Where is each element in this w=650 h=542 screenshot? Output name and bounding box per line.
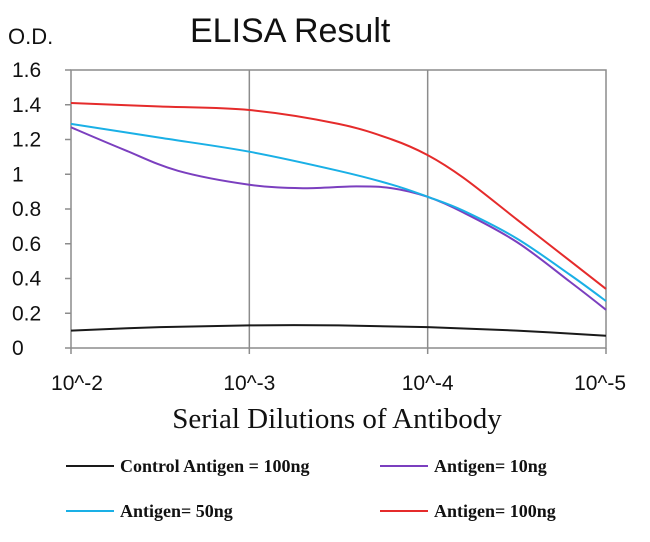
y-tick-label: 1.6 (12, 59, 41, 82)
series-line-antigen-10ng (70, 126, 607, 311)
plot-border (70, 69, 607, 349)
x-tick-label: 10^-2 (51, 372, 103, 395)
legend-label: Antigen= 50ng (120, 501, 233, 521)
series-line-control-antigen-100ng (70, 324, 607, 337)
series-line-antigen-50ng (70, 122, 607, 302)
y-tick-label: 1.4 (12, 94, 42, 117)
y-axis-label: O.D. (8, 24, 53, 49)
y-tick-label: 0.2 (12, 302, 41, 325)
x-axis-label: Serial Dilutions of Antibody (172, 403, 502, 435)
x-tick-labels: 10^-2 10^-3 10^-4 10^-5 (51, 348, 626, 395)
y-tick-labels: 0 0.2 0.4 0.6 0.8 1 1.2 1.4 1.6 (12, 59, 71, 360)
chart-title: ELISA Result (190, 12, 391, 50)
grid-lines (248, 70, 429, 348)
y-tick-label: 1 (12, 163, 24, 186)
legend-label: Antigen= 100ng (434, 501, 556, 521)
plot-area (70, 69, 607, 349)
series-line-antigen-100ng (70, 102, 607, 290)
legend: Control Antigen = 100ng Antigen= 10ng Anti… (66, 456, 556, 521)
y-tick-label: 0 (12, 337, 24, 360)
y-tick-label: 1.2 (12, 129, 41, 152)
y-tick-label: 0.8 (12, 198, 41, 221)
x-tick-label: 10^-3 (223, 372, 275, 395)
legend-label: Antigen= 10ng (434, 456, 547, 476)
x-tick-label: 10^-5 (574, 372, 626, 395)
x-tick-label: 10^-4 (402, 372, 454, 395)
y-tick-label: 0.4 (12, 268, 42, 291)
legend-label: Control Antigen = 100ng (120, 456, 309, 476)
y-tick-label: 0.6 (12, 233, 41, 256)
series-lines (70, 102, 607, 337)
